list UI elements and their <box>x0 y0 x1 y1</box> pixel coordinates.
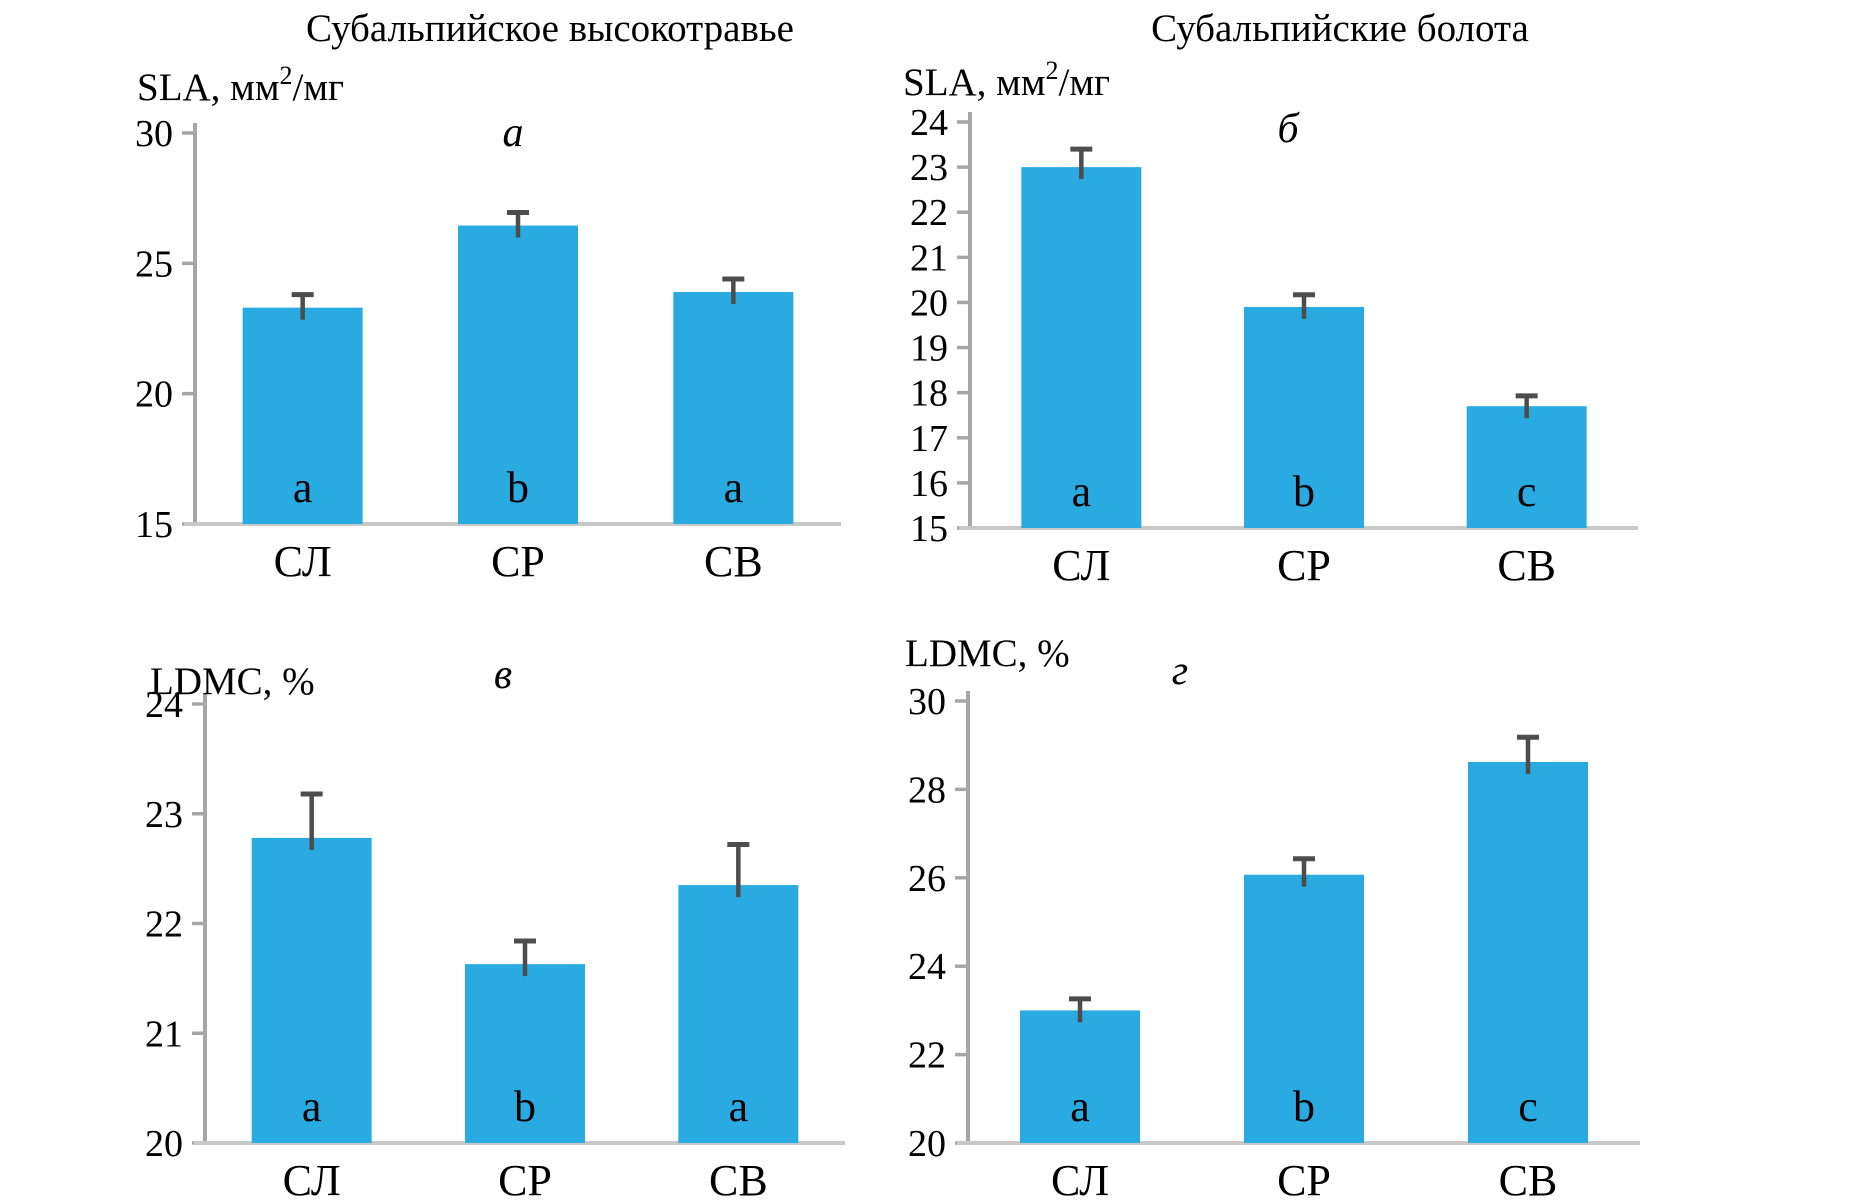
sig-letter: a <box>729 1082 749 1131</box>
category-label: СВ <box>709 1156 768 1201</box>
panel-top-left: 15 20 25 30 a СЛ b СР a СВ а SLA, мм2/мг <box>135 61 841 586</box>
sig-letter: a <box>1072 467 1092 516</box>
y-tick-label: 20 <box>908 1123 946 1165</box>
sig-letter: c <box>1518 1082 1538 1131</box>
y-tick-label: 19 <box>910 328 948 370</box>
y-tick-label: 30 <box>908 681 946 723</box>
y-tick-label: 18 <box>910 373 948 415</box>
column-title-left: Субальпийское высокотравье <box>306 7 794 50</box>
y-tick-label: 22 <box>910 192 948 234</box>
sig-letter: b <box>1293 1082 1315 1131</box>
category-label: СЛ <box>1052 541 1110 590</box>
bar-СЛ <box>1020 1010 1140 1143</box>
category-label: СВ <box>1499 1156 1558 1201</box>
sig-letter: b <box>1293 467 1315 516</box>
panel-letter: а <box>503 110 524 156</box>
y-tick-label: 22 <box>145 904 183 946</box>
category-label: СЛ <box>1051 1156 1109 1201</box>
sig-letter: b <box>507 463 529 512</box>
sig-letter: a <box>724 463 744 512</box>
category-label: СР <box>1277 1156 1331 1201</box>
bar-СВ <box>673 292 794 524</box>
y-tick-label: 24 <box>145 684 183 726</box>
y-tick-label: 24 <box>910 102 948 144</box>
y-tick-label: 15 <box>910 508 948 550</box>
y-tick-label: 20 <box>145 1123 183 1165</box>
y-tick-label: 22 <box>908 1035 946 1077</box>
category-label: СВ <box>704 537 763 586</box>
y-tick-label: 24 <box>908 946 946 988</box>
bar-СР <box>1244 306 1364 528</box>
y-tick-label: 15 <box>135 504 173 546</box>
sig-letter: b <box>514 1082 536 1131</box>
panel-letter: г <box>1172 648 1188 694</box>
bar-СВ <box>1466 406 1587 528</box>
bar-СЛ <box>242 307 363 524</box>
y-tick-label: 20 <box>910 282 948 324</box>
bar-СР <box>1244 874 1364 1143</box>
bar-СВ <box>1468 761 1588 1143</box>
category-label: СЛ <box>283 1156 341 1201</box>
y-tick-label: 26 <box>908 858 946 900</box>
y-tick-label: 16 <box>910 463 948 505</box>
y-tick-label: 23 <box>910 147 948 189</box>
y-tick-label: 23 <box>145 794 183 836</box>
panel-letter: б <box>1277 106 1300 152</box>
bar-СР <box>458 225 578 524</box>
y-tick-label: 30 <box>135 113 173 155</box>
y-tick-label: 25 <box>135 243 173 285</box>
category-label: СВ <box>1497 541 1556 590</box>
sig-letter: a <box>302 1082 322 1131</box>
y-tick-label: 21 <box>145 1013 183 1055</box>
panel-bottom-right: 20 22 24 26 28 30 a СЛ b СР c СВ г LDMC, % <box>905 632 1640 1201</box>
category-label: СР <box>498 1156 552 1201</box>
category-label: СР <box>1277 541 1331 590</box>
sig-letter: a <box>293 463 313 512</box>
y-axis-label: LDMC, % <box>150 660 315 703</box>
sig-letter: a <box>1070 1082 1090 1131</box>
panel-bottom-left: 20 21 22 23 24 a СЛ b СР a СВ в LDMC, % <box>145 652 845 1201</box>
bar-СР <box>465 964 585 1143</box>
bar-СЛ <box>251 837 372 1143</box>
y-tick-label: 21 <box>910 237 948 279</box>
y-tick-label: 17 <box>910 418 948 460</box>
bar-СЛ <box>1021 167 1142 528</box>
y-axis-label: SLA, мм2/мг <box>903 56 1110 104</box>
y-axis-label: LDMC, % <box>905 632 1070 675</box>
bar-СВ <box>678 885 799 1143</box>
y-axis-label: SLA, мм2/мг <box>137 61 344 109</box>
column-title-right: Субальпийские болота <box>1151 7 1529 50</box>
category-label: СЛ <box>274 537 332 586</box>
sig-letter: c <box>1517 467 1537 516</box>
y-tick-label: 20 <box>135 374 173 416</box>
category-label: СР <box>491 537 545 586</box>
panel-letter: в <box>494 652 512 698</box>
y-tick-label: 28 <box>908 769 946 811</box>
